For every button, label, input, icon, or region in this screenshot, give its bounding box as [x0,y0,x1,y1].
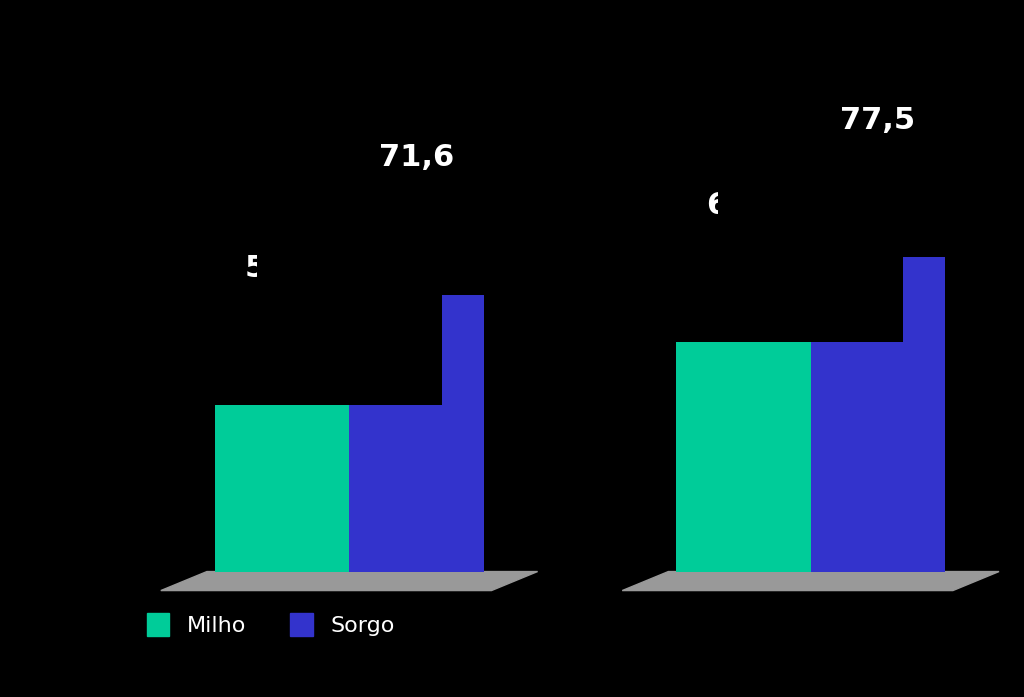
Bar [215,224,349,572]
Legend: Milho, Sorgo: Milho, Sorgo [137,604,403,645]
Bar [676,161,811,572]
Polygon shape [623,572,999,590]
Text: 54,3: 54,3 [245,254,319,283]
Text: 64,2: 64,2 [706,191,781,220]
Polygon shape [161,572,538,590]
Bar [811,76,945,572]
Bar [349,114,483,572]
Text: 77,5: 77,5 [841,106,915,135]
Text: 71,6: 71,6 [379,144,454,172]
